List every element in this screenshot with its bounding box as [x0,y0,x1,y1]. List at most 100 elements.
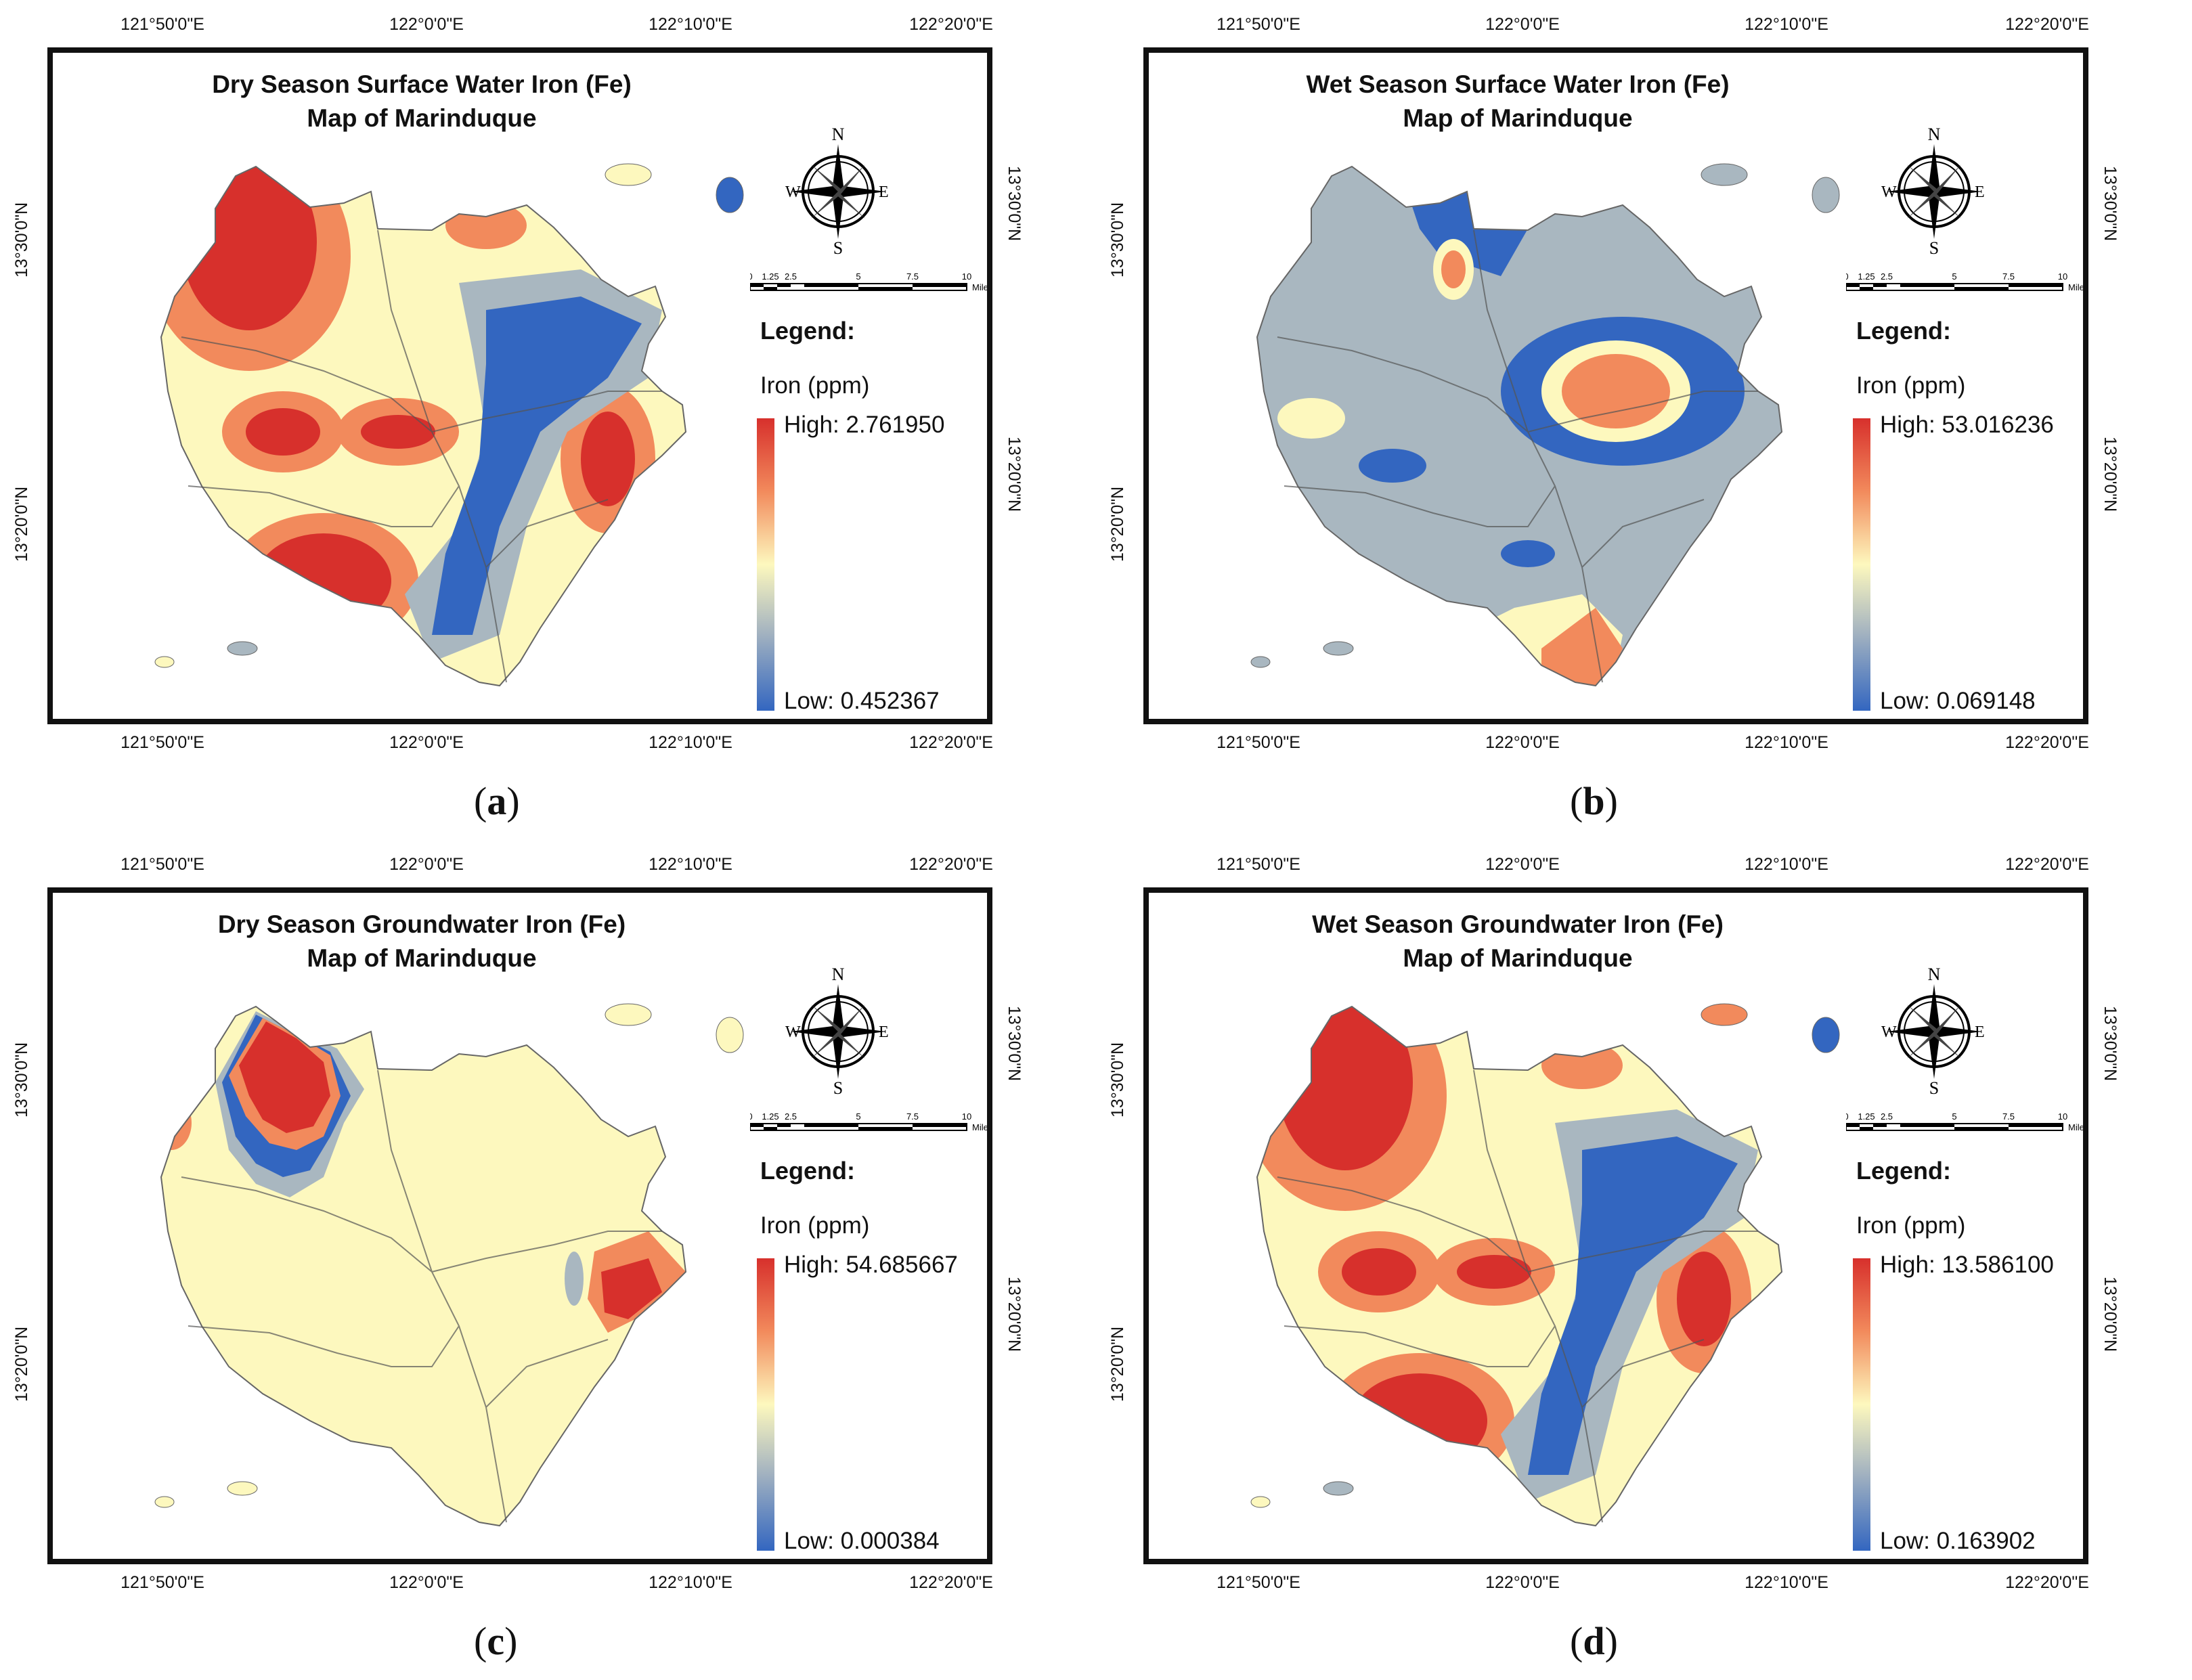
scale-bar: 0 1.25 2.5 5 7.5 10 Miles [750,1111,992,1132]
legend-title: Legend: [1856,1157,1951,1185]
lon-tick: 122°20'0"E [909,15,993,34]
lat-tick: 13°20'0"N [1108,486,1127,562]
lon-tick: 122°0'0"E [389,733,464,752]
lon-tick: 122°20'0"E [909,855,993,874]
lat-tick: 13°20'0"N [12,1326,31,1402]
north-arrow-icon: N S W E [785,965,889,1096]
svg-text:E: E [879,1023,889,1041]
svg-text:W: W [785,1023,801,1041]
lon-tick: 121°50'0"E [1216,733,1300,752]
svg-text:S: S [1929,238,1939,256]
svg-text:5: 5 [1952,1111,1956,1122]
panel-caption: (d) [1570,1619,1618,1663]
lon-tick: 122°10'0"E [1745,1573,1828,1592]
svg-text:N: N [832,965,845,984]
color-ramp [1853,418,1870,711]
panel-a: 121°50'0"E 122°0'0"E 122°10'0"E 122°20'0… [0,0,1096,840]
svg-text:10: 10 [2058,271,2067,282]
lat-tick: 13°30'0"N [1108,1042,1127,1118]
legend-high: High: 13.586100 [1880,1252,2054,1278]
legend-high: High: 2.761950 [784,412,945,438]
lon-tick: 121°50'0"E [120,733,204,752]
svg-text:1.25: 1.25 [762,1111,779,1122]
svg-text:10: 10 [962,271,971,282]
panel-caption: (a) [474,779,520,823]
svg-text:E: E [879,183,889,201]
svg-text:Miles: Miles [972,1122,992,1132]
legend-field: Iron (ppm) [1856,1212,1966,1239]
map-frame: Wet Season Groundwater Iron (Fe) Map of M… [1143,887,2088,1564]
legend-low: Low: 0.069148 [1880,688,2036,714]
legend-high: High: 54.685667 [784,1252,958,1278]
legend-field: Iron (ppm) [1856,372,1966,399]
lat-tick: 13°30'0"N [2101,1006,2120,1082]
map-title: Wet Season Surface Water Iron (Fe) Map of… [1306,70,1730,132]
scale-bar: 0 1.25 2.5 5 7.5 10 Miles [1846,1111,2088,1132]
lon-tick: 122°10'0"E [649,15,732,34]
svg-text:5: 5 [856,1111,860,1122]
svg-text:10: 10 [2058,1111,2067,1122]
svg-text:2.5: 2.5 [1881,1111,1893,1122]
choropleth-map [154,1003,744,1526]
lat-tick: 13°30'0"N [2101,166,2120,242]
scale-bar: 0 1.25 2.5 5 7.5 10 Miles [750,271,992,292]
color-ramp [1853,1258,1870,1551]
lon-tick: 122°10'0"E [1745,15,1828,34]
svg-text:Miles: Miles [972,282,992,292]
svg-text:W: W [1881,1023,1897,1041]
svg-text:0: 0 [1846,271,1849,282]
lat-tick: 13°20'0"N [2101,1277,2120,1352]
svg-text:E: E [1975,1023,1985,1041]
lon-tick: 122°0'0"E [1485,15,1560,34]
svg-text:5: 5 [856,271,860,282]
lon-tick: 122°0'0"E [1485,1573,1560,1592]
svg-text:Miles: Miles [2068,1122,2088,1132]
svg-text:2.5: 2.5 [785,271,797,282]
lon-tick: 122°20'0"E [2005,15,2089,34]
choropleth-map [1250,1003,1840,1526]
svg-text:W: W [1881,183,1897,201]
svg-text:0: 0 [750,1111,753,1122]
svg-text:5: 5 [1952,271,1956,282]
panel-c: 121°50'0"E 122°0'0"E 122°10'0"E 122°20'0… [0,840,1096,1680]
lat-tick: 13°30'0"N [12,1042,31,1118]
legend-title: Legend: [760,1157,855,1185]
lon-tick: 122°10'0"E [649,733,732,752]
lon-tick: 122°20'0"E [2005,855,2089,874]
svg-text:E: E [1975,183,1985,201]
svg-text:S: S [833,238,843,256]
legend-low: Low: 0.452367 [784,688,940,714]
lat-tick: 13°20'0"N [2101,437,2120,512]
map-frame: Dry Season Groundwater Iron (Fe) Map of M… [47,887,992,1564]
lon-tick: 122°10'0"E [1745,855,1828,874]
lat-tick: 13°30'0"N [1005,1006,1024,1082]
svg-text:N: N [832,125,845,144]
legend-low: Low: 0.163902 [1880,1528,2036,1554]
svg-text:N: N [1928,965,1941,984]
lat-tick: 13°30'0"N [1108,202,1127,278]
panel-caption: (c) [474,1619,518,1663]
lon-tick: 122°0'0"E [1485,733,1560,752]
lon-tick: 121°50'0"E [120,1573,204,1592]
lon-tick: 122°20'0"E [909,1573,993,1592]
lon-tick: 121°50'0"E [1216,855,1300,874]
svg-text:7.5: 7.5 [906,271,919,282]
svg-text:0: 0 [1846,1111,1849,1122]
map-title: Wet Season Groundwater Iron (Fe) Map of M… [1312,910,1724,972]
svg-text:N: N [1928,125,1941,144]
legend-title: Legend: [760,317,855,345]
svg-text:0: 0 [750,271,753,282]
svg-text:W: W [785,183,801,201]
svg-text:7.5: 7.5 [2002,1111,2015,1122]
color-ramp [757,1258,774,1551]
lat-tick: 13°20'0"N [1005,1277,1024,1352]
legend-title: Legend: [1856,317,1951,345]
lat-tick: 13°20'0"N [1005,437,1024,512]
panel-caption: (b) [1570,779,1618,823]
svg-text:S: S [833,1078,843,1096]
svg-text:1.25: 1.25 [1858,271,1875,282]
svg-text:10: 10 [962,1111,971,1122]
lat-tick: 13°20'0"N [1108,1326,1127,1402]
map-frame: Dry Season Surface Water Iron (Fe) Map of… [47,47,992,724]
lon-tick: 122°0'0"E [389,1573,464,1592]
